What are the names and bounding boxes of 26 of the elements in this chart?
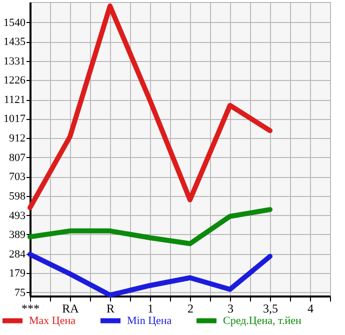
y-tick-label: 179 bbox=[9, 268, 26, 280]
x-tick-label: *** bbox=[22, 302, 40, 316]
y-tick-label: 1226 bbox=[4, 74, 26, 87]
y-tick-label: 1121 bbox=[4, 94, 26, 106]
x-tick-label: 3,5 bbox=[263, 302, 278, 316]
y-tick-label: 912 bbox=[9, 132, 26, 145]
legend-label: Min Цена bbox=[127, 314, 172, 327]
y-tick-label: 1435 bbox=[4, 36, 26, 48]
legend-label: Max Цена bbox=[29, 314, 76, 327]
y-tick-label: 1540 bbox=[4, 16, 26, 29]
y-tick-label: 1017 bbox=[4, 113, 26, 126]
x-tick-label: 1 bbox=[148, 302, 154, 316]
y-tick-label: 389 bbox=[9, 228, 26, 241]
legend-label: Сред.Цена, т.йен bbox=[223, 314, 302, 327]
x-tick-label: R bbox=[106, 302, 115, 316]
y-tick-label: 807 bbox=[9, 152, 26, 164]
y-tick-label: 284 bbox=[9, 248, 26, 260]
x-tick-label: RA bbox=[62, 302, 80, 316]
y-tick-label: 493 bbox=[9, 210, 26, 222]
x-tick-label: 2 bbox=[188, 302, 194, 316]
y-tick-label: 75 bbox=[14, 286, 26, 299]
x-tick-label: 4 bbox=[308, 302, 314, 316]
y-tick-label: 598 bbox=[9, 190, 26, 202]
y-tick-label: 703 bbox=[9, 171, 26, 184]
y-tick-label: 1331 bbox=[4, 55, 26, 68]
x-tick-label: 3 bbox=[228, 302, 234, 316]
